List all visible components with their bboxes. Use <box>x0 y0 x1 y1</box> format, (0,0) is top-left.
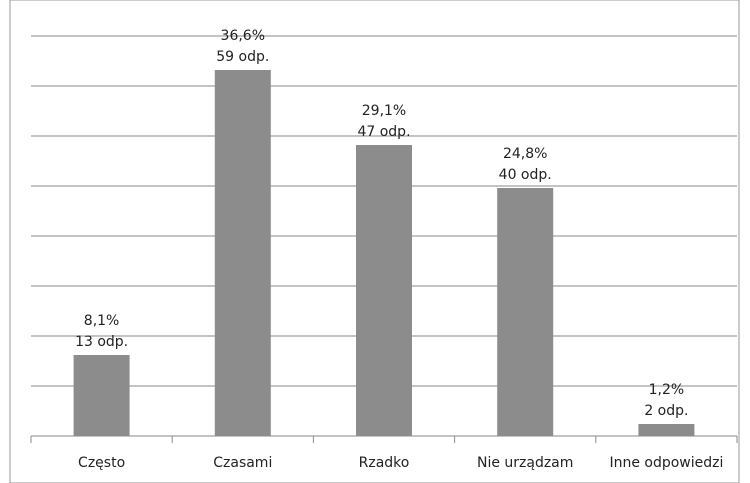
bar <box>638 424 695 436</box>
count-label: 59 odp. <box>216 49 269 65</box>
bar <box>214 70 271 436</box>
count-label: 13 odp. <box>75 334 128 350</box>
count-label: 47 odp. <box>357 124 410 140</box>
count-label: 40 odp. <box>499 167 552 183</box>
x-tick-label: Inne odpowiedzi <box>609 455 723 471</box>
bar <box>73 355 130 436</box>
value-label: 24,8% <box>503 146 547 162</box>
x-tick-label: Często <box>78 455 125 471</box>
bar <box>356 145 412 436</box>
value-label: 1,2% <box>649 382 685 398</box>
x-tick-label: Nie urządzam <box>477 455 573 471</box>
value-label: 36,6% <box>221 28 265 44</box>
count-label: 2 odp. <box>644 403 688 419</box>
bar <box>497 188 554 436</box>
value-label: 8,1% <box>84 313 120 329</box>
x-tick-label: Rzadko <box>359 455 410 471</box>
value-label: 29,1% <box>362 103 406 119</box>
x-tick-label: Czasami <box>213 455 272 471</box>
